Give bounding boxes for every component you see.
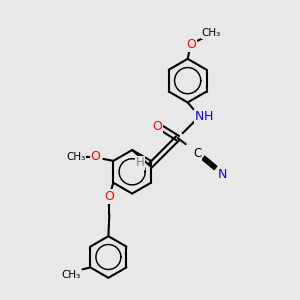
Text: O: O [91, 150, 100, 164]
Text: H: H [204, 110, 213, 123]
Text: C: C [194, 148, 202, 160]
Text: O: O [104, 190, 114, 203]
Text: N: N [195, 110, 204, 123]
Text: H: H [136, 156, 145, 170]
Text: CH₃: CH₃ [61, 270, 80, 280]
Text: CH₃: CH₃ [66, 152, 85, 162]
Text: O: O [187, 38, 196, 52]
Text: O: O [152, 120, 162, 133]
Text: N: N [218, 168, 227, 181]
Text: CH₃: CH₃ [202, 28, 221, 38]
